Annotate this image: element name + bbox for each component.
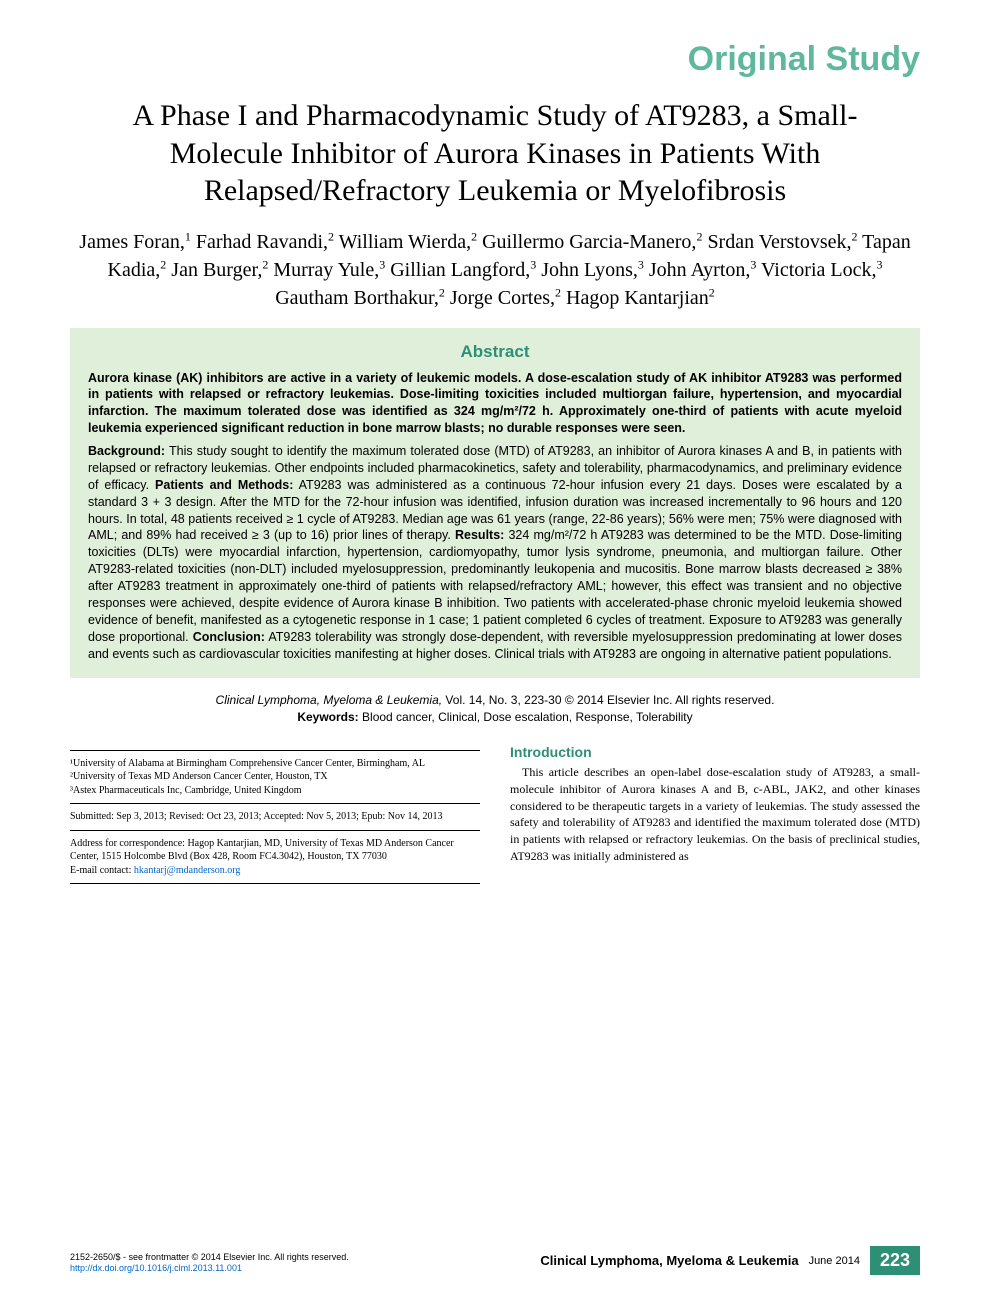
introduction-heading: Introduction [510,744,920,760]
author-list: James Foran,1 Farhad Ravandi,2 William W… [70,228,920,312]
abstract-box: Abstract Aurora kinase (AK) inhibitors a… [70,328,920,679]
abstract-lead: Aurora kinase (AK) inhibitors are active… [88,370,902,438]
affiliations-column: ¹University of Alabama at Birmingham Com… [70,744,480,891]
footer-copyright: 2152-2650/$ - see frontmatter © 2014 Els… [70,1252,349,1264]
affiliation-3: ³Astex Pharmaceuticals Inc, Cambridge, U… [70,784,480,798]
introduction-column: Introduction This article describes an o… [510,744,920,891]
page-footer: 2152-2650/$ - see frontmatter © 2014 Els… [70,1246,920,1275]
citation-block: Clinical Lymphoma, Myeloma & Leukemia, V… [70,692,920,726]
article-category: Original Study [70,40,920,79]
citation-keywords: Keywords: Blood cancer, Clinical, Dose e… [70,709,920,726]
submission-dates: Submitted: Sep 3, 2013; Revised: Oct 23,… [70,810,480,824]
article-title: A Phase I and Pharmacodynamic Study of A… [80,97,910,210]
lower-columns: ¹University of Alabama at Birmingham Com… [70,744,920,891]
abstract-body: Background: This study sought to identif… [88,443,902,662]
citation-journal-line: Clinical Lymphoma, Myeloma & Leukemia, V… [70,692,920,709]
correspondence-address: Address for correspondence: Hagop Kantar… [70,837,480,864]
footer-date: June 2014 [809,1255,860,1267]
abstract-heading: Abstract [88,342,902,362]
footer-left: 2152-2650/$ - see frontmatter © 2014 Els… [70,1252,349,1275]
affiliation-1: ¹University of Alabama at Birmingham Com… [70,757,480,771]
affiliation-2: ²University of Texas MD Anderson Cancer … [70,770,480,784]
correspondence-email: E-mail contact: hkantarj@mdanderson.org [70,864,480,878]
footer-doi: http://dx.doi.org/10.1016/j.clml.2013.11… [70,1263,349,1275]
footer-right: Clinical Lymphoma, Myeloma & Leukemia Ju… [540,1246,920,1275]
footer-page-number: 223 [870,1246,920,1275]
introduction-text: This article describes an open-label dos… [510,764,920,865]
footer-journal-name: Clinical Lymphoma, Myeloma & Leukemia [540,1253,798,1268]
